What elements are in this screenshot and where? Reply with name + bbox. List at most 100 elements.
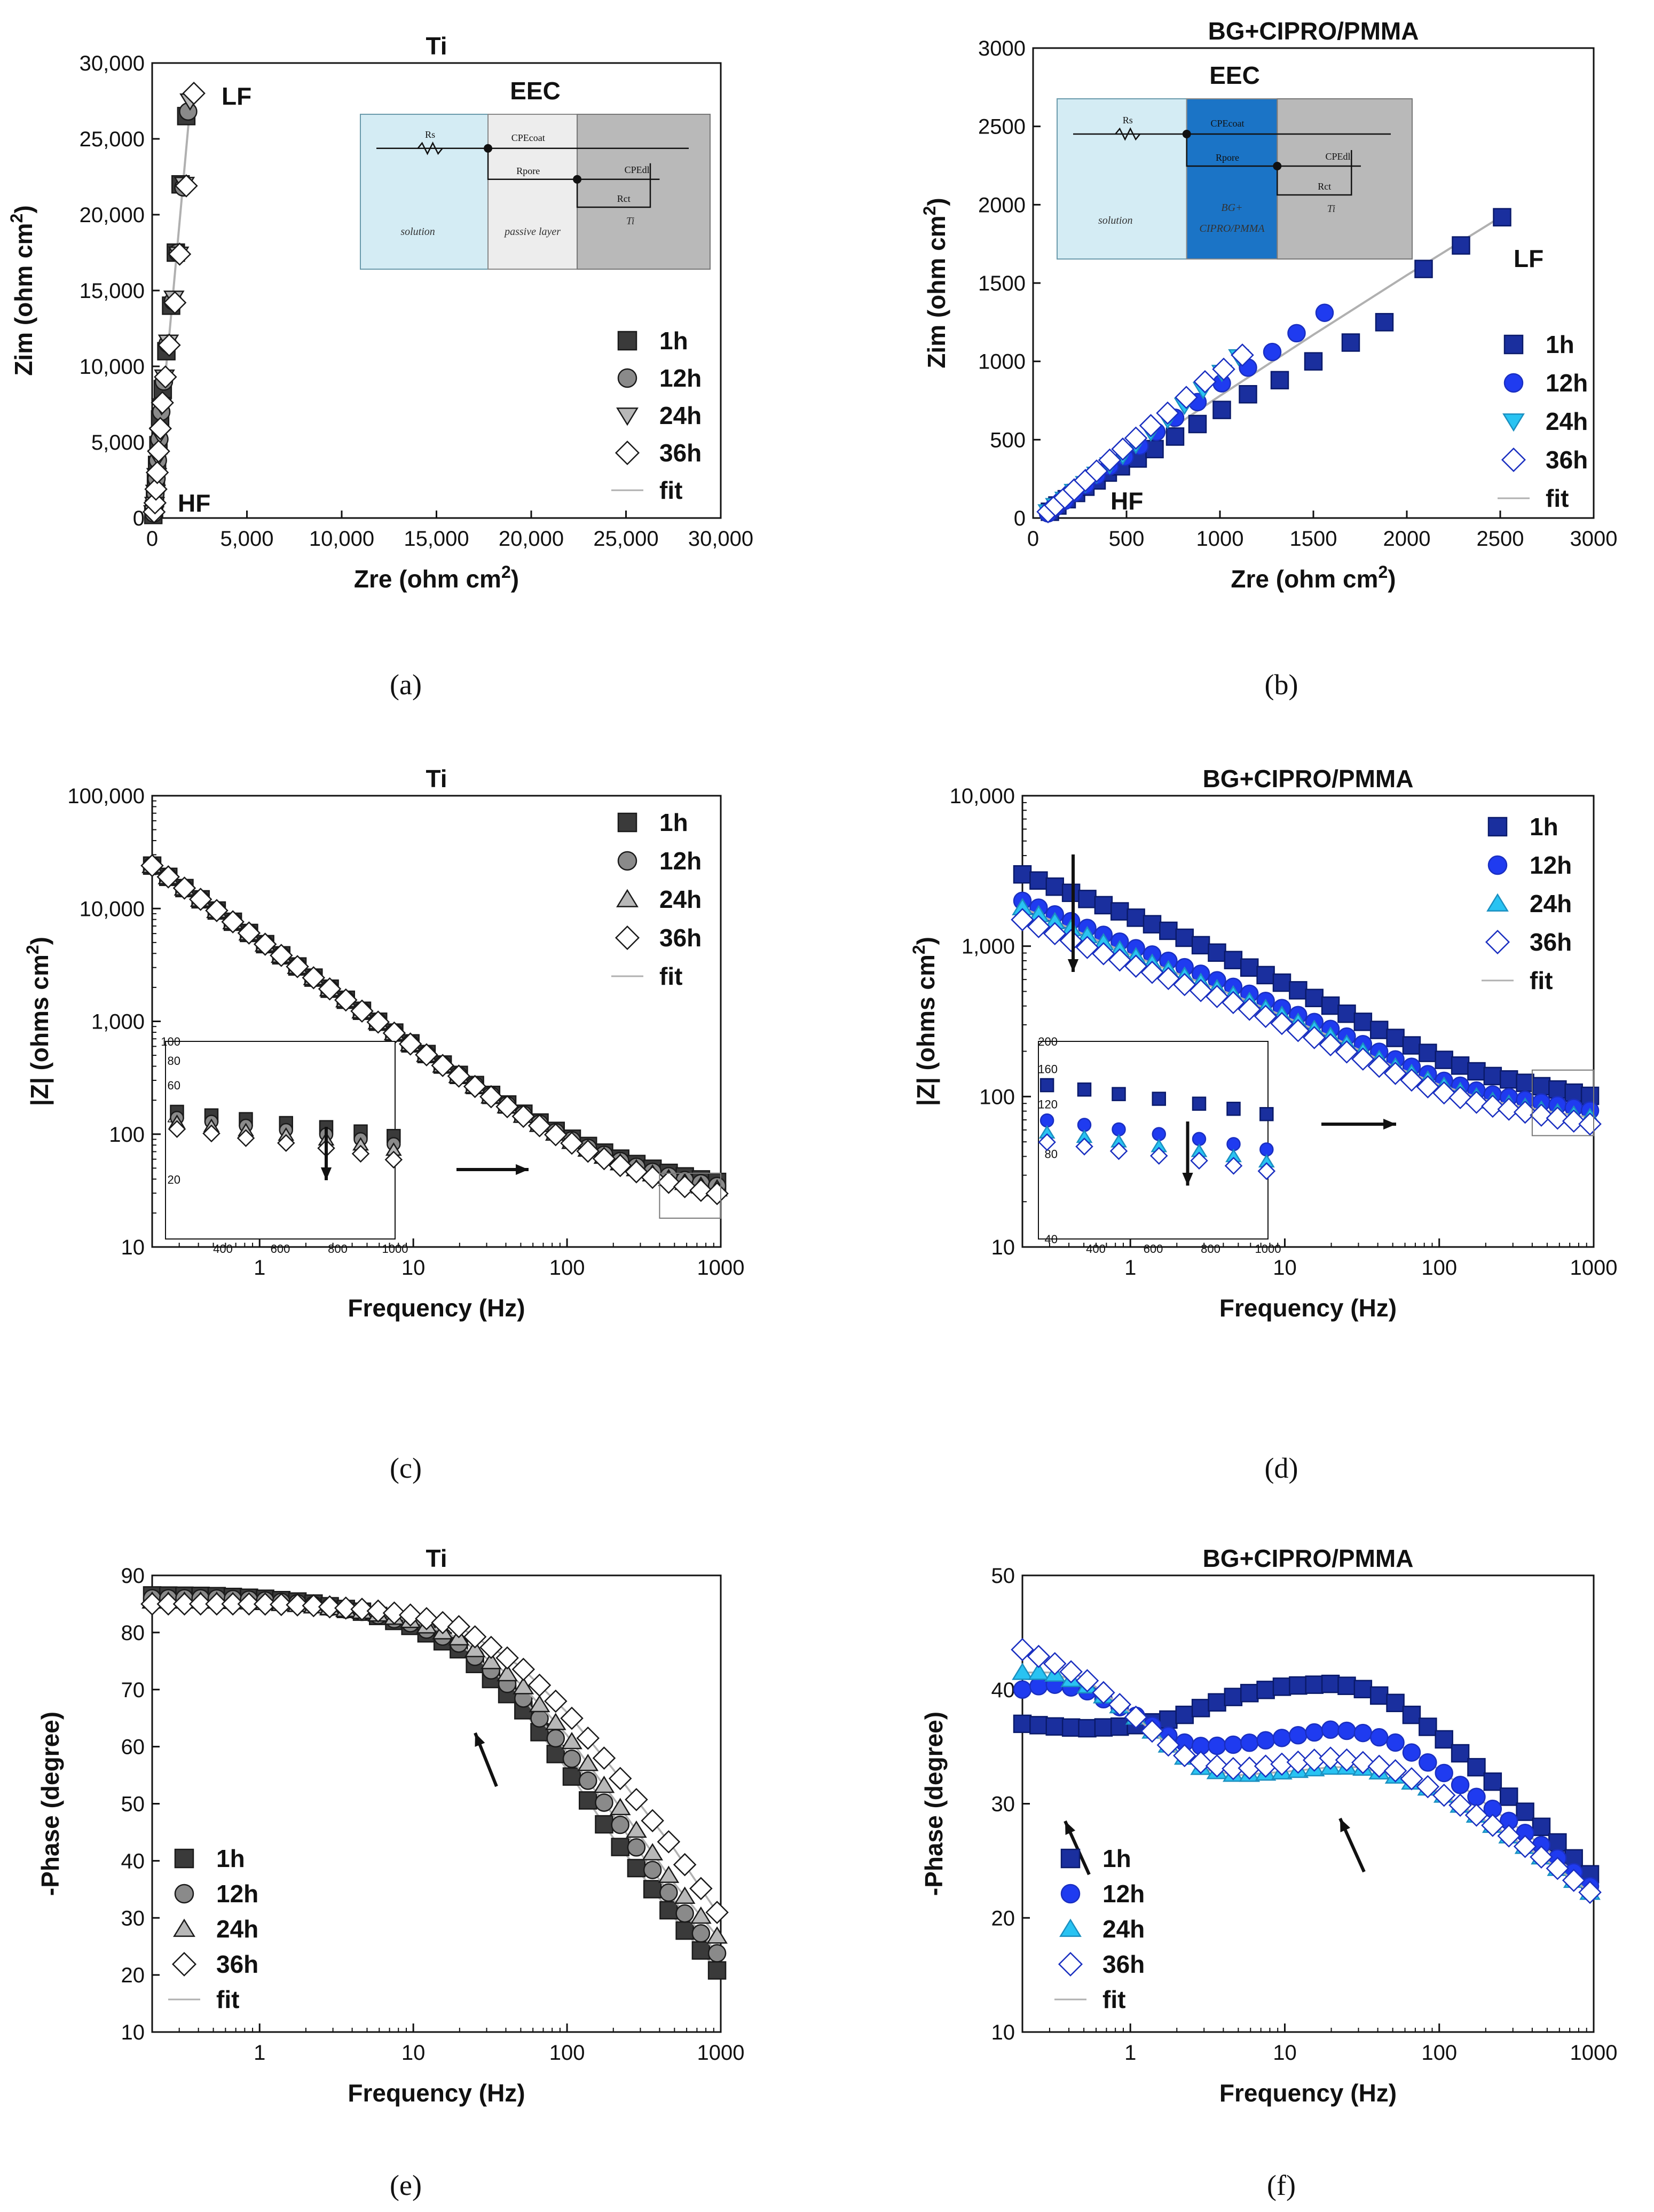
x-tick-label-e: 1 xyxy=(254,2041,265,2065)
data-point-f-36h xyxy=(1513,1834,1537,1858)
legend-marker-e xyxy=(174,1884,194,1904)
legend-marker-e xyxy=(171,1951,197,1977)
annot-hf-a: HF xyxy=(178,489,210,517)
data-point-e-1h xyxy=(611,1838,629,1856)
data-point-e-36h xyxy=(172,1592,196,1616)
annot-hf-b: HF xyxy=(1110,487,1143,515)
inset-point-d xyxy=(1109,1142,1128,1160)
data-point-e-36h xyxy=(318,1595,342,1619)
inset-point-d xyxy=(1192,1132,1207,1147)
data-point-b-1h xyxy=(1212,401,1231,419)
data-point-e-36h xyxy=(334,1596,358,1620)
inset-y-tick-c: 60 xyxy=(168,1079,180,1092)
panel-title-c: Ti xyxy=(426,765,447,793)
data-point-d-1h xyxy=(1451,1056,1470,1075)
y-tick-label-d: 100 xyxy=(979,1085,1015,1109)
y-tick-label-b: 2000 xyxy=(978,193,1026,217)
data-point-f-12h xyxy=(1029,1677,1048,1696)
data-point-f-1h xyxy=(1548,1833,1567,1852)
data-point-f-1h xyxy=(1191,1699,1210,1717)
data-point-f-36h xyxy=(1464,1803,1488,1827)
data-point-f-12h xyxy=(1435,1763,1453,1783)
inset-point-d xyxy=(1039,1113,1054,1128)
data-point-d-1h xyxy=(1208,943,1226,962)
data-point-e-24h xyxy=(529,1695,550,1713)
eec-label-rpore-a: Rpore xyxy=(516,166,540,176)
legend-label-f: fit xyxy=(1102,1986,1125,2013)
data-point-d-1h xyxy=(1110,902,1129,921)
data-point-b-36h xyxy=(1098,448,1122,472)
data-point-d-36h xyxy=(1043,922,1067,946)
inset-point-d xyxy=(1075,1138,1093,1156)
data-point-c-36h xyxy=(302,966,326,990)
data-point-b-1h xyxy=(1304,352,1323,371)
legend-marker-b xyxy=(1503,373,1524,393)
data-point-f-36h xyxy=(1448,1793,1472,1817)
arrow-head-e xyxy=(475,1733,485,1747)
y-tick-label-e: 40 xyxy=(121,1849,145,1873)
data-point-c-36h xyxy=(270,944,293,967)
data-point-c-36h xyxy=(318,977,342,1001)
data-point-d-1h xyxy=(1532,1077,1551,1096)
eec-label-cpecoat-b: CPEcoat xyxy=(1211,118,1245,129)
data-point-e-36h xyxy=(705,1901,729,1924)
data-point-f-36h xyxy=(1075,1669,1099,1692)
data-point-f-36h xyxy=(1578,1880,1602,1904)
y-tick-label-b: 3000 xyxy=(978,37,1026,60)
inset-x-tick-d: 400 xyxy=(1086,1242,1106,1256)
data-point-e-24h xyxy=(497,1664,518,1682)
data-point-e-24h xyxy=(593,1775,615,1793)
eec-region-label-solution-a: solution xyxy=(400,226,435,238)
data-point-d-1h xyxy=(1013,865,1032,884)
data-point-f-36h xyxy=(1497,1824,1521,1848)
legend-marker-d xyxy=(1487,855,1508,875)
data-point-d-36h xyxy=(1011,908,1034,931)
data-point-f-12h xyxy=(1467,1787,1486,1806)
legend-label-b: 1h xyxy=(1546,331,1574,358)
data-point-e-24h xyxy=(674,1886,696,1904)
data-point-d-36h xyxy=(1059,929,1083,953)
data-point-a-36h xyxy=(175,174,198,198)
inset-point-c xyxy=(277,1134,295,1152)
data-point-f-36h xyxy=(1351,1751,1375,1775)
eec-region-label-layer-b: BG+ xyxy=(1221,202,1242,214)
data-point-a-36h xyxy=(151,391,174,414)
y-tick-label-c: 10 xyxy=(121,1236,145,1259)
legend-label-d: 36h xyxy=(1530,928,1572,956)
eec-rs-resistor-b xyxy=(1115,127,1141,141)
arrow-head-f-right xyxy=(1340,1818,1351,1832)
data-point-f-1h xyxy=(1499,1787,1518,1806)
inset-point-d xyxy=(1259,1142,1274,1157)
data-point-e-36h xyxy=(592,1746,616,1770)
data-point-f-1h xyxy=(1386,1693,1405,1713)
inset-point-c xyxy=(351,1144,370,1163)
y-tick-label-e: 30 xyxy=(121,1907,145,1930)
arrow-head-d xyxy=(1383,1118,1396,1130)
panel-e: 1 10 100 1000 10 20 30 40 50 60 70 80 90 Ti Frequency … xyxy=(36,1544,744,2107)
data-point-e-36h xyxy=(560,1706,584,1730)
data-point-b-36h xyxy=(1124,426,1148,450)
legend-marker-c xyxy=(616,889,639,907)
data-point-f-12h xyxy=(1272,1729,1291,1747)
legend-label-e: fit xyxy=(216,1986,239,2013)
panel-d: 1 10 100 1000101001,00010,000BG+CIPRO/PMMAF… xyxy=(909,765,1617,1322)
x-tick-label-f: 1000 xyxy=(1570,2041,1618,2065)
data-point-e-36h xyxy=(608,1767,632,1791)
y-tick-label-b: 1500 xyxy=(978,272,1026,295)
x-tick-label-c: 1000 xyxy=(697,1256,745,1280)
data-point-b-36h xyxy=(1156,401,1179,425)
eec-branch2-a xyxy=(576,163,651,208)
inset-point-d xyxy=(1112,1122,1126,1137)
data-point-f-36h xyxy=(1367,1754,1391,1778)
inset-point-d xyxy=(1259,1107,1274,1121)
legend-marker-f xyxy=(1058,1951,1083,1977)
data-point-e-12h xyxy=(659,1883,678,1902)
data-point-e-36h xyxy=(205,1592,229,1616)
legend-marker-a xyxy=(616,407,639,426)
panel-title-a: Ti xyxy=(426,32,447,60)
y-tick-label-c: 1,000 xyxy=(91,1010,145,1034)
data-point-d-36h xyxy=(1286,1019,1310,1042)
data-point-f-12h xyxy=(1419,1753,1437,1772)
data-point-a-36h xyxy=(144,477,168,501)
x-tick-label-a: 20,000 xyxy=(499,527,564,551)
